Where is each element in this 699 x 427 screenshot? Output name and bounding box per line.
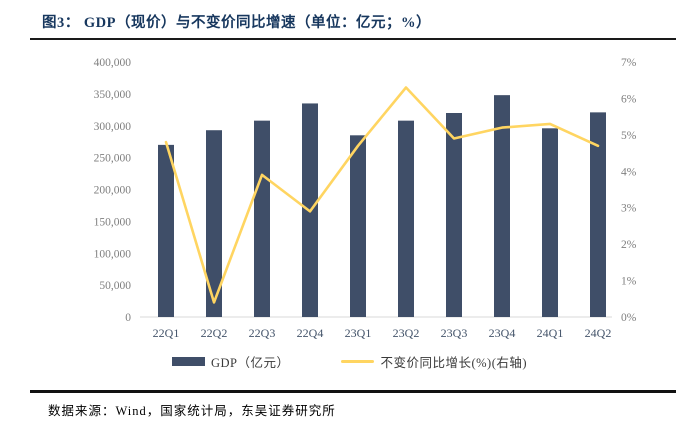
growth-line-swatch (341, 360, 375, 363)
y-axis-tick-label: 350,000 (94, 89, 132, 101)
right-axis-tick-label: 5% (621, 130, 637, 142)
y-axis-tick-label: 100,000 (94, 248, 132, 260)
legend-label-gdp: GDP（亿元） (210, 356, 290, 370)
right-axis-tick-label: 4% (621, 166, 637, 178)
x-axis-label: 22Q4 (297, 326, 324, 340)
chart-legend: GDP（亿元） 不变价同比增长(%)(右轴) (0, 352, 699, 371)
gdp-bar-swatch (171, 357, 205, 366)
legend-item-growth: 不变价同比增长(%)(右轴) (341, 352, 527, 371)
gdp-bar (350, 135, 366, 317)
right-axis-tick-label: 6% (621, 93, 637, 105)
gdp-bar (494, 95, 510, 318)
gdp-bar (542, 128, 558, 317)
right-axis-tick-label: 2% (621, 239, 637, 251)
gdp-bar (446, 113, 462, 317)
data-source-note: 数据来源：Wind，国家统计局，东吴证券研究所 (48, 404, 336, 418)
growth-line (164, 86, 600, 304)
y-axis-tick-label: 400,000 (94, 57, 132, 69)
title-divider (30, 38, 676, 40)
y-axis-tick-label: 250,000 (94, 153, 132, 165)
gdp-bar (398, 120, 414, 318)
x-axis-label: 22Q3 (249, 326, 276, 340)
chart-title: 图3： GDP（现价）与不变价同比增速（单位：亿元；%） (42, 15, 431, 31)
gdp-bar (206, 130, 222, 317)
x-axis-label: 22Q1 (153, 326, 180, 340)
legend-item-gdp: GDP（亿元） (171, 352, 290, 371)
y-axis-tick-label: 300,000 (94, 121, 132, 133)
x-axis-label: 23Q2 (393, 326, 420, 340)
y-axis-tick-label: 150,000 (94, 216, 132, 228)
y-axis-tick-label: 0 (125, 312, 131, 324)
x-axis-label: 24Q2 (585, 326, 612, 340)
gdp-combo-chart: 400,000 350,000 300,000 250,000 200,000 150,0… (94, 57, 637, 340)
right-axis-tick-label: 7% (621, 57, 637, 69)
legend-label-growth: 不变价同比增长(%)(右轴) (380, 356, 528, 370)
x-axis-label: 22Q2 (201, 326, 228, 340)
y-axis-tick-label: 200,000 (94, 185, 132, 197)
x-axis-label: 23Q1 (345, 326, 372, 340)
right-axis-tick-label: 1% (621, 276, 637, 288)
gdp-bar (254, 120, 270, 318)
gdp-bar (590, 112, 606, 317)
footer-divider (30, 390, 676, 393)
right-axis-tick-label: 0% (621, 312, 637, 324)
x-axis-label: 23Q4 (489, 326, 516, 340)
right-axis-tick-label: 3% (621, 203, 637, 215)
x-axis-label: 24Q1 (537, 326, 564, 340)
y-axis-tick-label: 50,000 (99, 280, 131, 292)
x-axis-label: 23Q3 (441, 326, 468, 340)
gdp-bar (158, 144, 174, 317)
